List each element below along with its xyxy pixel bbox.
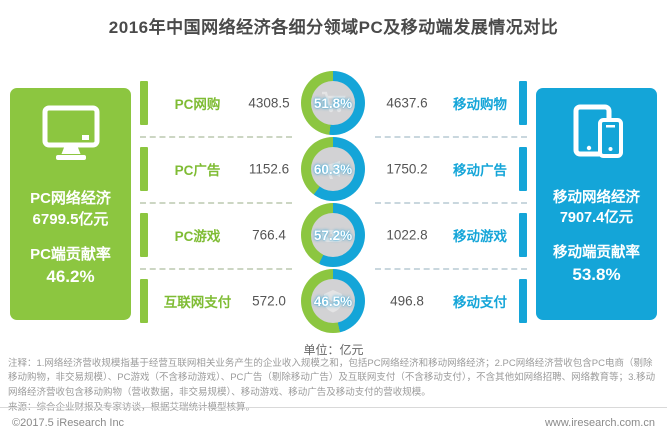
mobile-tick-bar: [519, 147, 527, 191]
mobile-share-percent: 51.8%: [313, 95, 353, 111]
pc-tick-bar: [140, 279, 148, 323]
comparison-row-payment: 互联网支付 572.0 46.5% 496.8 移动支付: [0, 268, 667, 334]
row-divider-dashed: [375, 268, 527, 270]
mobile-economy-label: 移动网络经济: [553, 190, 640, 206]
pc-contribution-percent: 46.2%: [46, 267, 95, 286]
cart-watermark-icon: [322, 91, 346, 113]
mobile-category-label: 移动购物: [453, 97, 507, 112]
mobile-contribution-label: 移动端贡献率: [553, 244, 640, 261]
mobile-share-percent: 46.5%: [313, 293, 353, 309]
copyright-text: ©2017.5 iResearch Inc: [12, 417, 125, 429]
mobile-summary-panel: 移动网络经济 7907.4亿元 移动端贡献率 53.8%: [536, 88, 657, 320]
mobile-economy-value: 7907.4亿元: [559, 210, 634, 227]
donut-center: 60.3%: [311, 147, 355, 191]
mobile-share-percent: 60.3%: [313, 161, 353, 177]
pc-tick-bar: [140, 81, 148, 125]
mobile-category-value: 4637.6: [386, 95, 428, 111]
mobile-share-donut: 51.8%: [301, 71, 365, 135]
footer-bar: ©2017.5 iResearch Inc www.iresearch.com.…: [0, 413, 667, 438]
note-text: 注释：1.网络经济营收规模指基于经营互联网相关业务产生的企业收入规模之和，包括P…: [8, 358, 656, 398]
pc-contribution-label: PC端贡献率: [30, 246, 111, 263]
pc-category-value: 4308.5: [248, 95, 290, 111]
donut-center: 51.8%: [311, 81, 355, 125]
pc-category-label: 互联网支付: [163, 295, 232, 310]
pc-category-value: 766.4: [252, 227, 286, 243]
pc-category-value: 572.0: [252, 293, 286, 309]
mobile-category-label: 移动支付: [453, 295, 507, 310]
pc-category-label: PC游戏: [174, 229, 221, 244]
pc-category-label: PC网购: [174, 97, 221, 112]
pc-economy-label: PC网络经济: [30, 190, 111, 207]
mobile-share-donut: 60.3%: [301, 137, 365, 201]
mobile-tick-bar: [519, 279, 527, 323]
row-divider-dashed: [375, 136, 527, 138]
pc-tick-bar: [140, 147, 148, 191]
page-title: 2016年中国网络经济各细分领域PC及移动端发展情况对比: [108, 18, 559, 37]
mobile-category-value: 1022.8: [386, 227, 428, 243]
mobile-category-label: 移动广告: [453, 163, 507, 178]
megaphone-watermark-icon: [324, 161, 345, 179]
mobile-share-percent: 57.2%: [313, 227, 353, 243]
gamepad-watermark-icon: [322, 230, 344, 242]
row-divider-dashed: [140, 202, 292, 204]
pc-category-value: 1152.6: [248, 161, 290, 177]
mobile-category-value: 1750.2: [386, 161, 428, 177]
website-url: www.iresearch.com.cn: [544, 417, 655, 429]
mobile-share-donut: 57.2%: [301, 203, 365, 267]
row-divider-dashed: [140, 136, 292, 138]
mobile-contribution-percent: 53.8%: [572, 264, 621, 284]
mobile-category-label: 移动游戏: [453, 229, 507, 244]
tablet-phone-icon: [567, 104, 627, 162]
mobile-share-donut: 46.5%: [301, 269, 365, 333]
mobile-category-value: 496.8: [390, 293, 424, 309]
comparison-row-shopping: PC网购 4308.5 51.8% 4637.6 移动购物: [0, 70, 667, 136]
unit-label: 单位：亿元: [303, 343, 364, 357]
pc-tick-bar: [140, 213, 148, 257]
pc-category-label: PC广告: [174, 163, 221, 178]
mobile-tick-bar: [519, 81, 527, 125]
row-divider-dashed: [140, 268, 292, 270]
comparison-row-gaming: PC游戏 766.4 57.2% 1022.8 移动游戏: [0, 202, 667, 268]
row-divider-dashed: [375, 202, 527, 204]
pc-summary-panel: PC网络经济 6799.5亿元 PC端贡献率 46.2%: [10, 88, 131, 320]
shield-watermark-icon: [324, 290, 342, 313]
pc-monitor-icon: [41, 104, 101, 162]
pc-economy-value: 6799.5亿元: [32, 211, 109, 228]
donut-center: 57.2%: [311, 213, 355, 257]
donut-center: 46.5%: [311, 279, 355, 323]
footer-divider: [0, 407, 667, 408]
comparison-row-advertising: PC广告 1152.6 60.3% 1750.2 移动广告: [0, 136, 667, 202]
mobile-tick-bar: [519, 213, 527, 257]
